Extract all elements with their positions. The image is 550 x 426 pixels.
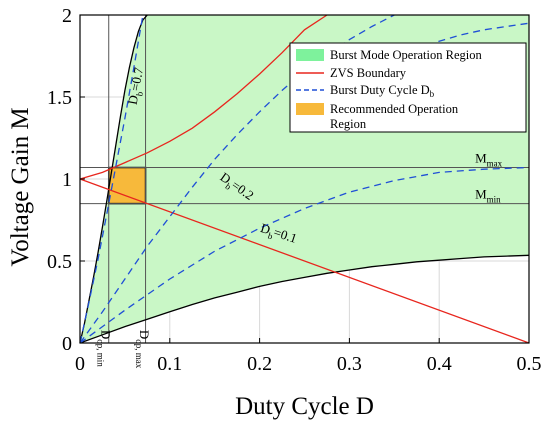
lower-boundary-line [79,254,530,344]
burst-duty-line [349,22,530,78]
legend-label: Burst Mode Operation Region [330,48,482,62]
y-tick-label: 2 [62,5,72,27]
x-tick-label: 0.1 [157,353,182,375]
annotation-label: Mmax [475,151,503,169]
legend-label: ZVS Boundary [330,66,407,80]
legend-box [289,42,527,133]
zvs-boundary-line [79,14,328,180]
series [79,14,530,344]
y-axis-label: Voltage Gain M [7,107,34,266]
legend-label-line2: Region [330,117,367,131]
upper-boundary-line [79,14,148,344]
annotation-label: Dop, max [134,330,152,369]
x-tick-label: 0.2 [247,353,272,375]
annotation-label: Db=0.7 [125,66,149,107]
zvs-boundary-line [79,178,530,344]
y-tick-label: 0 [62,333,72,355]
annotation-label: Mmin [475,187,501,205]
legend: Burst Mode Operation Region ZVS Boundary B… [289,42,527,133]
annotation-label: Dop, min [96,330,114,367]
reference-lines [80,15,529,343]
legend-swatch-burst [296,49,324,61]
legend-label: Burst Duty Cycle Db [330,83,435,99]
y-tick-label: 0.5 [47,251,72,273]
x-tick-label: 0.5 [517,353,542,375]
y-tick-label: 1.5 [47,87,72,109]
x-tick-label: 0.4 [427,353,452,375]
x-tick-label: 0 [75,353,85,375]
x-axis-label: Duty Cycle D [235,393,374,420]
legend-swatch-recommended [296,103,324,115]
legend-label: Recommended Operation [330,102,459,116]
x-tick-label: 0.3 [337,353,362,375]
burst-duty-line [79,14,144,344]
y-tick-label: 1 [62,169,72,191]
annotation-label: Db=0.1 [258,220,299,249]
axes: 0 0.1 0.2 0.3 0.4 0.5 0 0.5 1 1.5 2 [47,5,542,375]
